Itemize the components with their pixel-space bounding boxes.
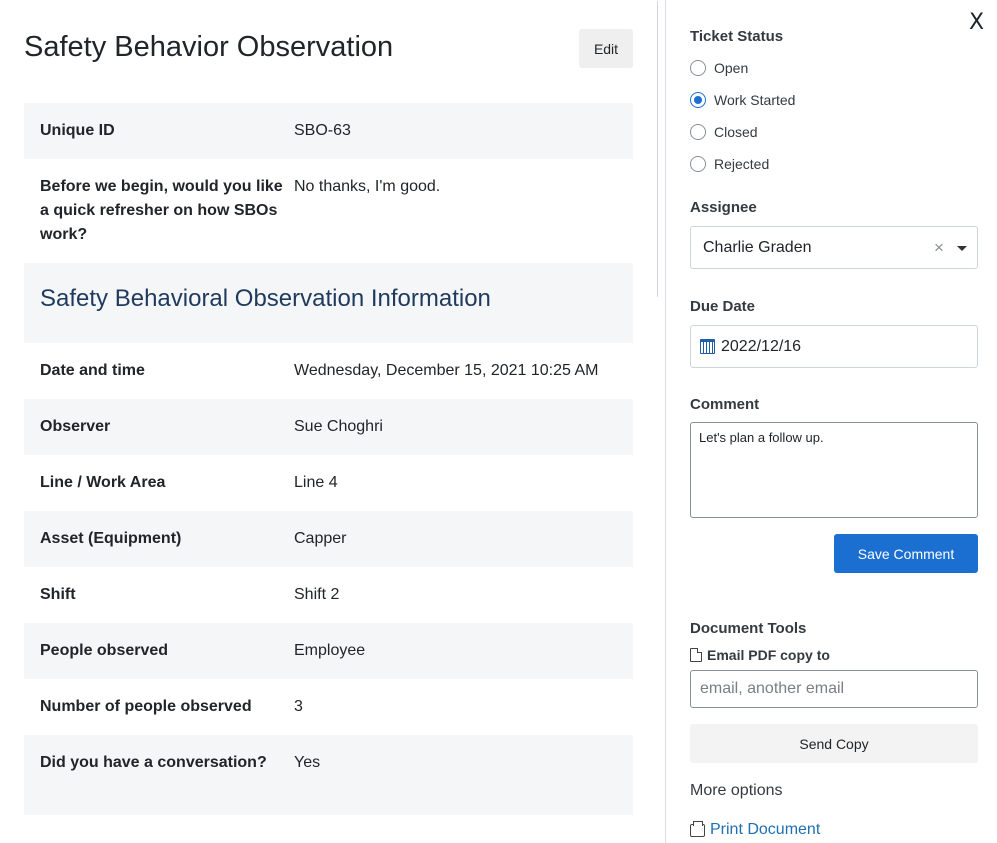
document-tools-label: Document Tools: [690, 620, 807, 637]
field-label: Line / Work Area: [40, 474, 166, 491]
field-row-work-area: Line / Work Area Line 4: [24, 455, 633, 511]
email-pdf-label: Email PDF copy to: [690, 647, 830, 663]
field-label: Date and time: [40, 362, 145, 379]
field-value: 3: [294, 698, 303, 715]
field-row-people-observed: People observed Employee: [24, 623, 633, 679]
more-options-label: More options: [690, 782, 783, 799]
panel-divider: [665, 0, 666, 843]
pdf-file-icon: [690, 648, 702, 662]
assignee-label: Assignee: [690, 199, 757, 216]
edit-button[interactable]: Edit: [579, 29, 633, 68]
field-value: SBO-63: [294, 122, 351, 139]
field-label: Observer: [40, 418, 111, 435]
field-value: Wednesday, December 15, 2021 10:25 AM: [294, 362, 599, 379]
calendar-icon[interactable]: [700, 339, 715, 354]
clear-icon[interactable]: ×: [934, 238, 944, 257]
save-comment-button[interactable]: Save Comment: [834, 534, 978, 573]
field-label: Shift: [40, 586, 76, 603]
status-radio-rejected[interactable]: Rejected: [690, 156, 769, 172]
field-row-shift: Shift Shift 2: [24, 567, 633, 623]
field-value: No thanks, I'm good.: [294, 178, 441, 195]
radio-label: Open: [714, 60, 749, 76]
assignee-value: Charlie Graden: [703, 239, 812, 256]
field-row-conversation: Did you have a conversation? Yes: [24, 735, 633, 815]
field-value: Line 4: [294, 474, 338, 491]
field-label: People observed: [40, 642, 169, 659]
field-value: Capper: [294, 530, 347, 547]
chevron-down-icon[interactable]: [957, 246, 967, 251]
status-radio-open[interactable]: Open: [690, 60, 748, 76]
due-date-label: Due Date: [690, 298, 756, 315]
radio-label: Closed: [714, 124, 758, 140]
section-title: Safety Behavioral Observation Informatio…: [24, 263, 633, 343]
page-title: Safety Behavior Observation: [24, 31, 394, 63]
field-value: Yes: [294, 754, 321, 771]
comment-label: Comment: [690, 396, 760, 413]
send-copy-button[interactable]: Send Copy: [690, 724, 978, 763]
field-value: Shift 2: [294, 586, 340, 603]
print-document-link[interactable]: Print Document: [690, 820, 821, 839]
comment-textarea[interactable]: Let's plan a follow up.: [690, 422, 978, 518]
radio-icon[interactable]: [690, 124, 706, 140]
printer-icon[interactable]: [690, 820, 705, 837]
field-row-observer: Observer Sue Choghri: [24, 399, 633, 455]
field-value: Employee: [294, 642, 366, 659]
field-label: Number of people observed: [40, 698, 252, 715]
side-panel: X Ticket Status Open Work Started Closed…: [666, 0, 997, 843]
field-row-number-observed: Number of people observed 3: [24, 679, 633, 735]
left-scrollbar[interactable]: [657, 0, 658, 298]
due-date-input[interactable]: 2022/12/16: [690, 325, 978, 368]
field-label: Asset (Equipment): [40, 530, 182, 547]
field-row-unique-id: Unique ID SBO-63: [24, 103, 633, 159]
field-label: Unique ID: [40, 122, 115, 139]
print-document-text[interactable]: Print Document: [710, 821, 821, 838]
close-button[interactable]: X: [969, 10, 985, 35]
form-fields: Unique ID SBO-63 Before we begin, would …: [24, 103, 633, 815]
email-pdf-text: Email PDF copy to: [707, 647, 830, 663]
field-row-date-time: Date and time Wednesday, December 15, 20…: [24, 343, 633, 399]
radio-icon[interactable]: [690, 60, 706, 76]
radio-label: Rejected: [714, 156, 770, 172]
status-radio-work-started[interactable]: Work Started: [690, 92, 795, 108]
field-label: Did you have a conversation?: [40, 754, 267, 771]
field-value: Sue Choghri: [294, 418, 383, 435]
assignee-select[interactable]: Charlie Graden ×: [690, 226, 978, 269]
radio-icon[interactable]: [690, 156, 706, 172]
field-label: Before we begin, would you like a quick …: [40, 178, 283, 243]
form-view: Safety Behavior Observation Edit Unique …: [24, 0, 658, 815]
ticket-status-label: Ticket Status: [690, 28, 784, 45]
radio-label: Work Started: [714, 92, 796, 108]
email-input[interactable]: [690, 670, 978, 708]
status-radio-closed[interactable]: Closed: [690, 124, 758, 140]
due-date-value: 2022/12/16: [721, 338, 802, 355]
field-row-asset: Asset (Equipment) Capper: [24, 511, 633, 567]
radio-selected-icon[interactable]: [690, 92, 706, 108]
field-row-refresher: Before we begin, would you like a quick …: [24, 159, 633, 263]
